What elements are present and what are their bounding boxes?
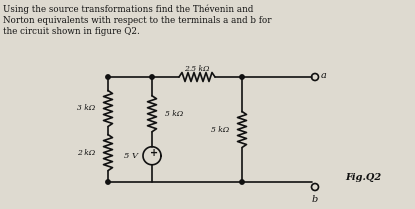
Text: 3 kΩ: 3 kΩ — [77, 104, 95, 112]
Text: Using the source transformations find the Thévenin and: Using the source transformations find th… — [3, 5, 254, 14]
Text: 2.5 kΩ: 2.5 kΩ — [184, 65, 210, 73]
Circle shape — [150, 75, 154, 79]
Text: b: b — [312, 195, 318, 204]
Circle shape — [240, 75, 244, 79]
Circle shape — [240, 180, 244, 184]
Text: the circuit shown in figure Q2.: the circuit shown in figure Q2. — [3, 27, 140, 36]
Text: 5 kΩ: 5 kΩ — [211, 125, 229, 134]
Text: 5 V: 5 V — [124, 152, 138, 160]
Text: 5 kΩ: 5 kΩ — [165, 110, 183, 118]
Text: Fig.Q2: Fig.Q2 — [345, 173, 381, 182]
Text: +: + — [150, 148, 158, 158]
Text: Norton equivalents with respect to the terminals a and b for: Norton equivalents with respect to the t… — [3, 16, 271, 25]
Text: a: a — [321, 71, 327, 80]
Text: 2 kΩ: 2 kΩ — [77, 149, 95, 157]
Circle shape — [106, 75, 110, 79]
Circle shape — [106, 180, 110, 184]
